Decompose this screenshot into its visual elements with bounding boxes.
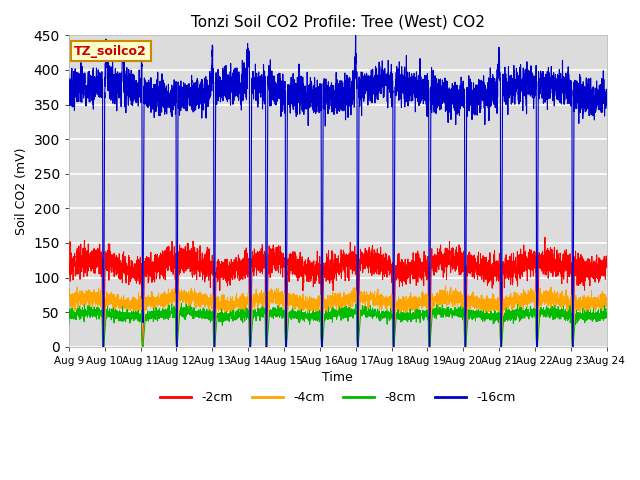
Line: -8cm: -8cm: [69, 303, 607, 347]
-16cm: [603, 90, 611, 96]
-8cm: [489, 311, 497, 317]
-4cm: [99, 344, 107, 349]
-2cm: [429, 257, 436, 263]
Legend: -2cm, -4cm, -8cm, -16cm: -2cm, -4cm, -8cm, -16cm: [155, 386, 520, 409]
X-axis label: Time: Time: [323, 372, 353, 384]
-4cm: [318, 344, 326, 349]
-8cm: [177, 300, 185, 306]
-8cm: [602, 313, 610, 319]
-16cm: [429, 101, 436, 107]
-4cm: [162, 293, 170, 299]
-8cm: [603, 310, 611, 315]
Line: -4cm: -4cm: [69, 286, 607, 347]
Y-axis label: Soil CO2 (mV): Soil CO2 (mV): [15, 147, 28, 235]
-16cm: [352, 33, 360, 38]
-8cm: [162, 306, 170, 312]
-8cm: [458, 310, 466, 316]
-2cm: [162, 250, 170, 255]
-2cm: [99, 344, 107, 349]
-2cm: [458, 267, 466, 273]
-4cm: [603, 295, 611, 301]
-4cm: [602, 297, 610, 302]
-2cm: [489, 268, 497, 274]
-8cm: [65, 321, 73, 327]
-4cm: [489, 300, 497, 305]
Line: -16cm: -16cm: [69, 36, 607, 347]
-16cm: [458, 93, 466, 99]
-2cm: [603, 264, 611, 270]
-2cm: [602, 259, 610, 265]
-16cm: [602, 96, 610, 101]
-16cm: [99, 344, 107, 349]
-8cm: [99, 344, 107, 349]
-4cm: [429, 296, 436, 302]
-8cm: [429, 308, 436, 313]
-8cm: [318, 344, 326, 349]
-16cm: [489, 84, 497, 90]
-2cm: [65, 263, 73, 269]
-4cm: [65, 293, 73, 299]
Line: -2cm: -2cm: [69, 237, 607, 347]
-2cm: [541, 234, 548, 240]
-2cm: [318, 344, 326, 349]
Title: Tonzi Soil CO2 Profile: Tree (West) CO2: Tonzi Soil CO2 Profile: Tree (West) CO2: [191, 15, 484, 30]
-16cm: [65, 75, 73, 81]
-4cm: [442, 283, 449, 288]
-16cm: [162, 92, 170, 97]
Text: TZ_soilco2: TZ_soilco2: [74, 45, 147, 58]
-4cm: [458, 292, 466, 298]
-16cm: [318, 344, 326, 349]
